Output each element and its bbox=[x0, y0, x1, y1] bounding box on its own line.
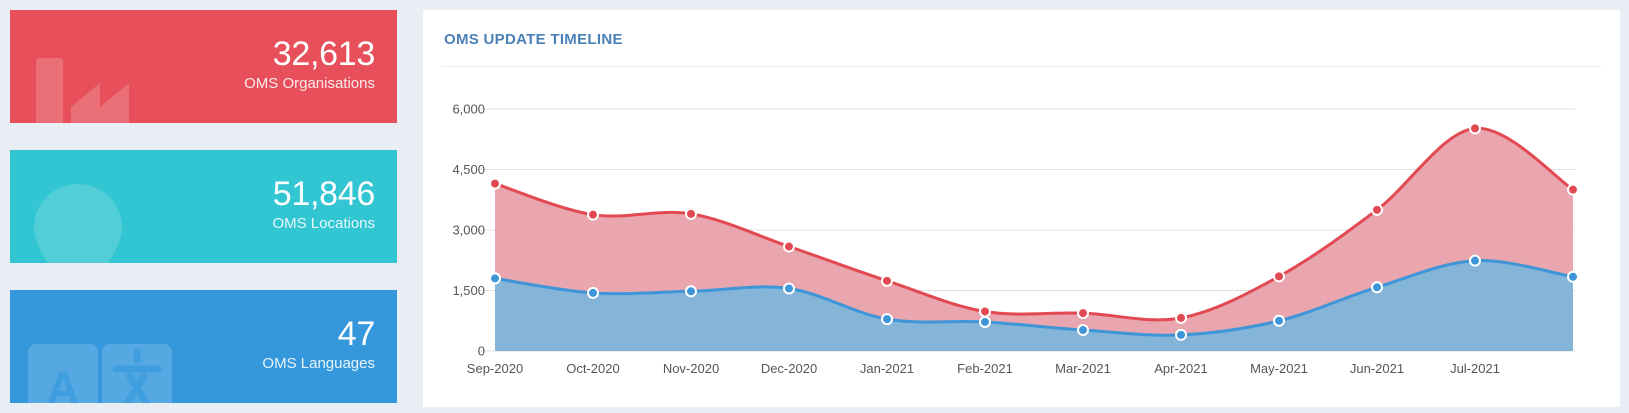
series-blue-data-point[interactable] bbox=[979, 315, 991, 328]
x-axis-tick-label: Nov-2020 bbox=[663, 361, 719, 376]
y-axis-tick-label: 4,500 bbox=[452, 162, 485, 177]
translate-icon: A bbox=[28, 344, 172, 403]
series-blue-data-point[interactable] bbox=[1273, 314, 1285, 327]
factory-icon bbox=[36, 58, 129, 123]
stat-label: OMS Languages bbox=[262, 355, 375, 373]
y-axis-tick-label: 6,000 bbox=[452, 102, 485, 117]
stat-value: 51,846 bbox=[272, 175, 376, 213]
series-red-data-point[interactable] bbox=[1371, 203, 1383, 216]
location-pin-icon bbox=[34, 184, 122, 263]
series-red-data-point[interactable] bbox=[587, 208, 599, 221]
x-axis-tick-label: Dec-2020 bbox=[761, 361, 817, 376]
series-red-data-point[interactable] bbox=[489, 177, 501, 190]
stat-value: 47 bbox=[337, 315, 376, 353]
stat-label: OMS Locations bbox=[272, 215, 375, 233]
series-red-data-point[interactable] bbox=[979, 305, 991, 318]
series-blue-data-point[interactable] bbox=[1077, 324, 1089, 337]
series-blue-area bbox=[495, 260, 1573, 351]
series-red-data-point[interactable] bbox=[1175, 311, 1187, 324]
x-axis-tick-label: Mar-2021 bbox=[1055, 361, 1111, 376]
x-axis-tick-label: Jul-2021 bbox=[1450, 361, 1500, 376]
oms-update-timeline-chart[interactable]: 0 1,500 3,000 4,500 6,000 Sep-2020 Oct-2020 Nov… bbox=[423, 67, 1620, 397]
stat-card-locations[interactable]: 51,846 OMS Locations bbox=[10, 150, 397, 263]
series-blue-data-point[interactable] bbox=[1567, 270, 1579, 283]
y-axis-tick-label: 0 bbox=[478, 344, 485, 359]
panel-title: OMS UPDATE TIMELINE bbox=[444, 31, 623, 48]
series-red-data-point[interactable] bbox=[1567, 183, 1579, 196]
series-red-line bbox=[493, 126, 1575, 322]
stat-value: 32,613 bbox=[272, 35, 376, 73]
x-axis-tick-label: Sep-2020 bbox=[467, 361, 523, 376]
series-red-data-point[interactable] bbox=[881, 274, 893, 287]
series-blue-data-point[interactable] bbox=[685, 285, 697, 298]
stat-label: OMS Organisations bbox=[244, 75, 375, 93]
series-blue-data-point[interactable] bbox=[1371, 281, 1383, 294]
series-red-data-point[interactable] bbox=[685, 207, 697, 220]
series-red-data-point[interactable] bbox=[1469, 122, 1481, 135]
panel-divider bbox=[441, 66, 1602, 67]
x-axis-tick-label: Feb-2021 bbox=[957, 361, 1013, 376]
series-blue-data-point[interactable] bbox=[489, 272, 501, 285]
series-blue-data-point[interactable] bbox=[1469, 254, 1481, 267]
series-blue-data-point[interactable] bbox=[783, 282, 795, 295]
y-axis-tick-label: 1,500 bbox=[452, 283, 485, 298]
x-axis-tick-label: Jan-2021 bbox=[860, 361, 914, 376]
series-blue-data-point[interactable] bbox=[587, 286, 599, 299]
x-axis-tick-label: Apr-2021 bbox=[1154, 361, 1207, 376]
stat-card-organisations[interactable]: 32,613 OMS Organisations bbox=[10, 10, 397, 123]
svg-text:A: A bbox=[46, 362, 79, 403]
y-axis-tick-label: 3,000 bbox=[452, 223, 485, 238]
series-red-data-point[interactable] bbox=[783, 240, 795, 253]
oms-update-timeline-panel: OMS UPDATE TIMELINE 0 1,500 3,000 4,500 6,00… bbox=[423, 10, 1620, 407]
x-axis-tick-label: Oct-2020 bbox=[566, 361, 619, 376]
series-red-data-point[interactable] bbox=[1273, 270, 1285, 283]
x-axis-tick-label: May-2021 bbox=[1250, 361, 1308, 376]
stat-card-languages[interactable]: A 47 OMS Languages bbox=[10, 290, 397, 403]
x-axis-tick-label: Jun-2021 bbox=[1350, 361, 1404, 376]
series-blue-data-point[interactable] bbox=[881, 313, 893, 326]
series-red-data-point[interactable] bbox=[1077, 307, 1089, 320]
series-blue-data-point[interactable] bbox=[1175, 328, 1187, 341]
